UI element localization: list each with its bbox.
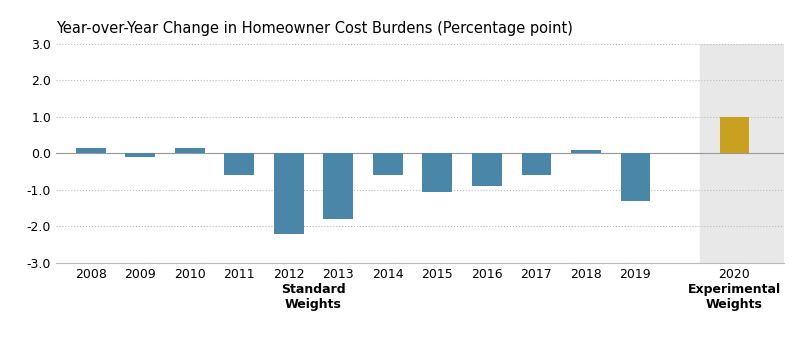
Bar	[126, 153, 155, 157]
Bar	[472, 153, 502, 186]
Bar	[621, 153, 650, 201]
Bar	[323, 153, 353, 219]
Bar	[274, 153, 304, 234]
Bar	[522, 153, 551, 175]
Bar	[571, 150, 601, 153]
Bar	[76, 148, 106, 153]
Text: Experimental
Weights: Experimental Weights	[688, 283, 781, 311]
Text: Year-over-Year Change in Homeowner Cost Burdens (Percentage point): Year-over-Year Change in Homeowner Cost …	[56, 21, 573, 36]
Bar	[422, 153, 452, 192]
Bar	[175, 148, 205, 153]
Bar	[720, 117, 750, 153]
Bar	[700, 44, 784, 263]
Text: Standard
Weights: Standard Weights	[282, 283, 346, 311]
Bar	[224, 153, 254, 175]
Bar	[373, 153, 402, 175]
